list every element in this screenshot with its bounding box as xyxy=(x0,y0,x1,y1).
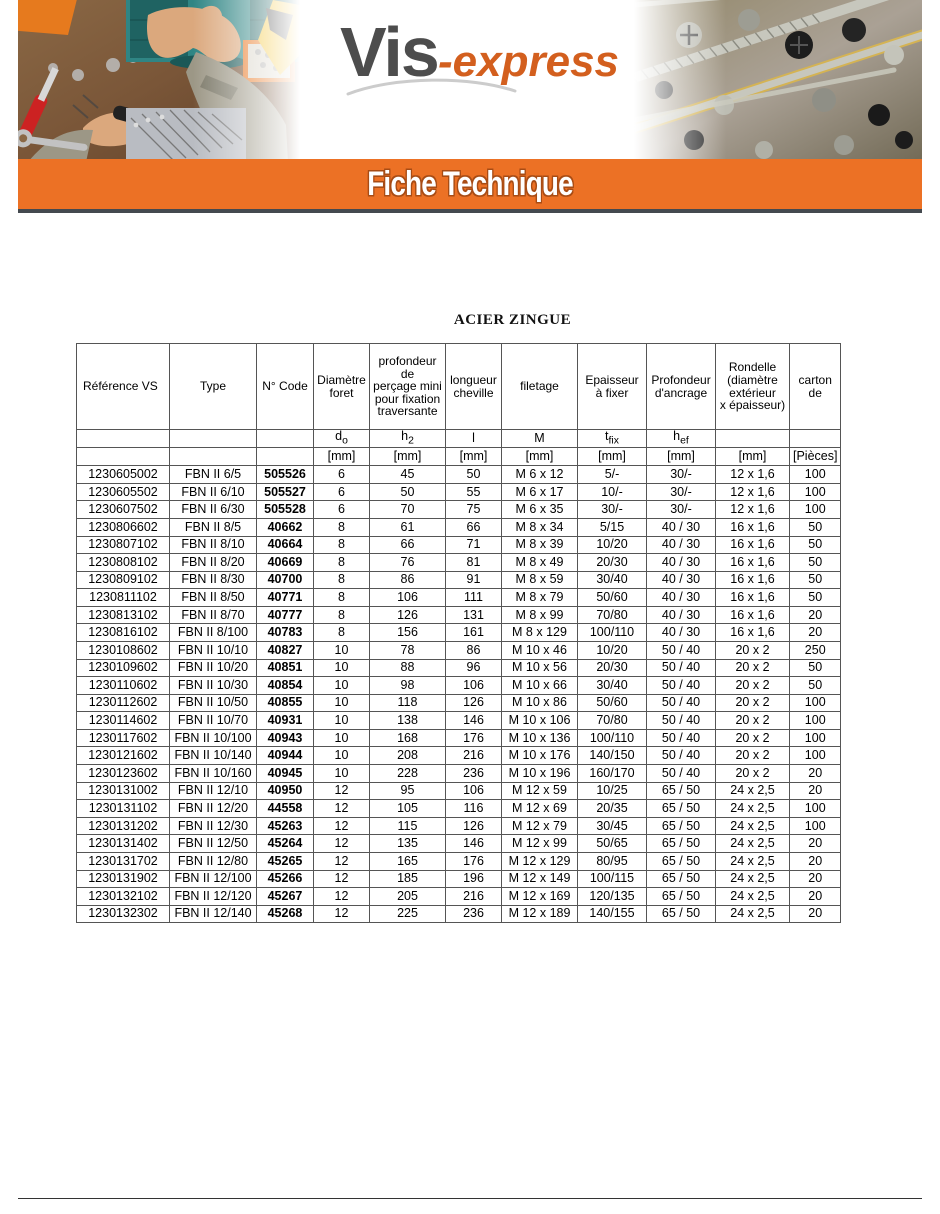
svg-text:-express: -express xyxy=(438,37,619,86)
